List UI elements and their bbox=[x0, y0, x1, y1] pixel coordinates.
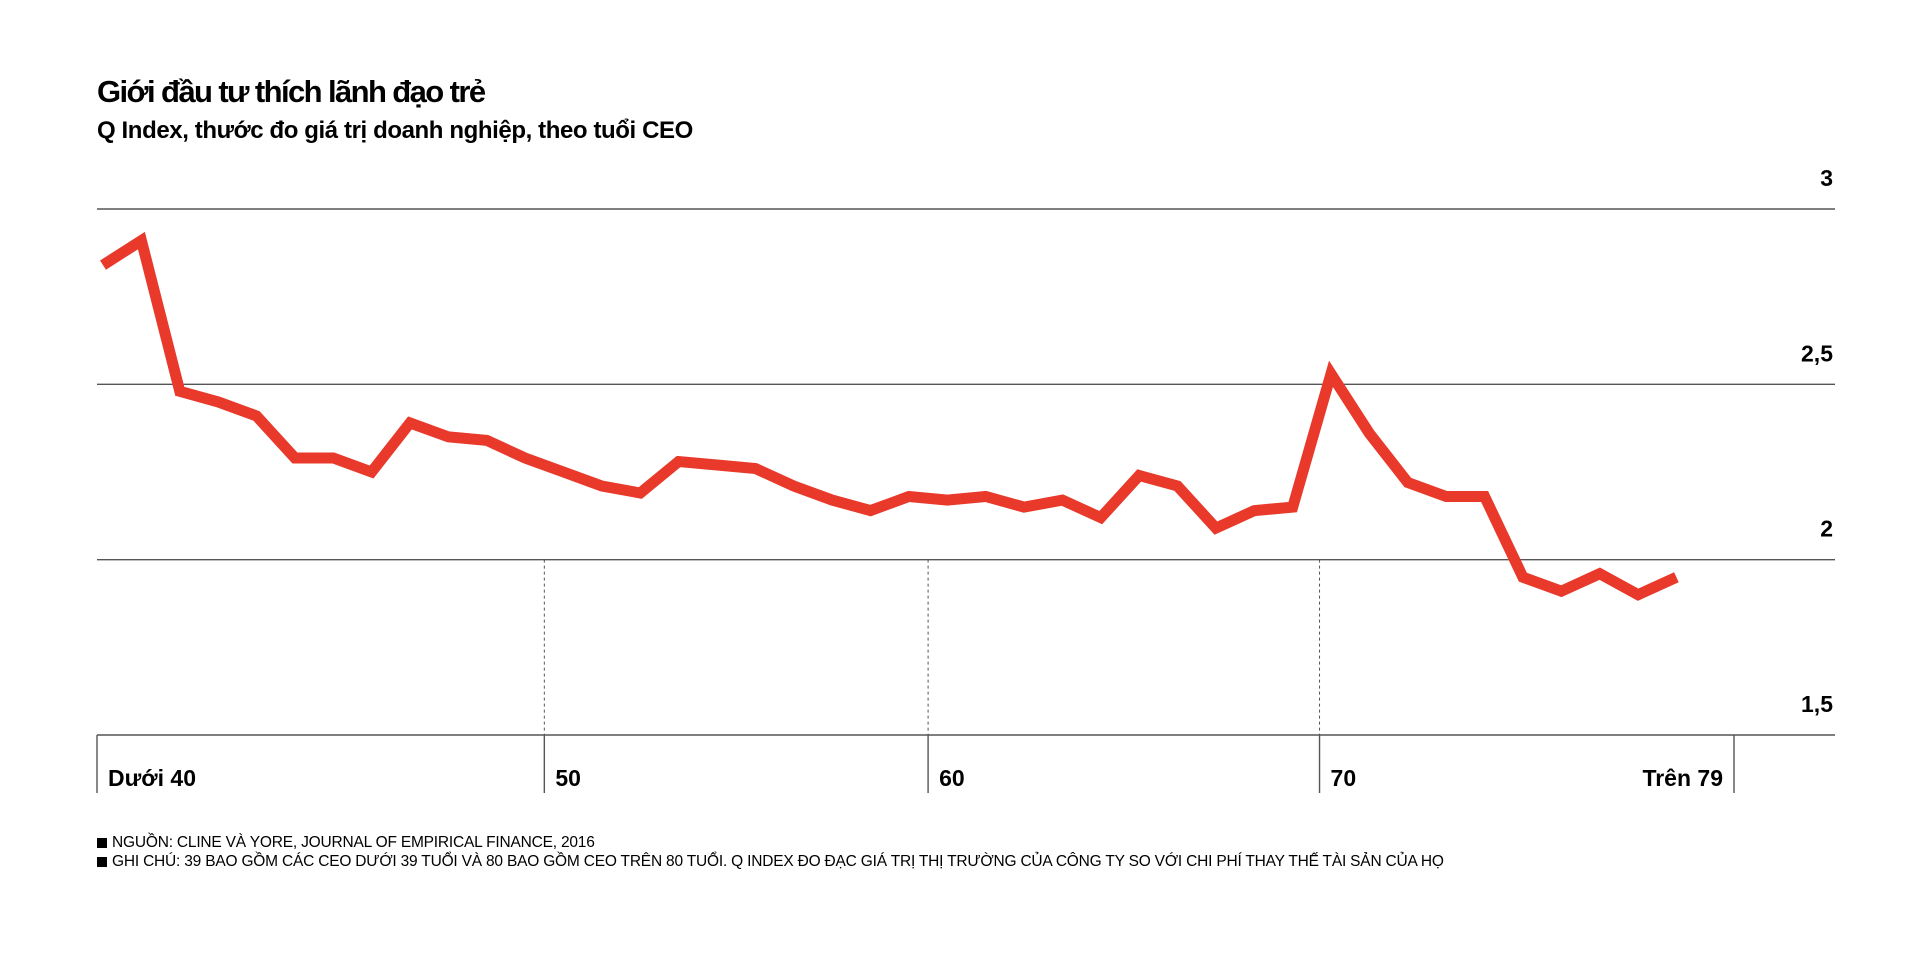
x-tick-label: 60 bbox=[939, 765, 965, 791]
grid-lines bbox=[97, 208, 1835, 736]
source-note: NGUỒN: CLINE VÀ YORE, JOURNAL OF EMPIRIC… bbox=[97, 833, 1444, 852]
x-tick-label: Dưới 40 bbox=[108, 765, 196, 791]
bullet-square-icon bbox=[97, 837, 107, 848]
x-tick-label: Trên 79 bbox=[1642, 765, 1723, 791]
x-tick-label: 70 bbox=[1331, 765, 1357, 791]
y-tick-label: 1,5 bbox=[1801, 691, 1833, 717]
tick-labels: 1,5 2 2,5 3 Dưới 40 50 60 70 Trên 79 bbox=[108, 165, 1833, 791]
bullet-square-icon bbox=[97, 856, 107, 867]
y-tick-label: 3 bbox=[1820, 165, 1833, 191]
chart-notes: NGUỒN: CLINE VÀ YORE, JOURNAL OF EMPIRIC… bbox=[97, 833, 1444, 871]
x-axis bbox=[96, 559, 1735, 793]
source-text: NGUỒN: CLINE VÀ YORE, JOURNAL OF EMPIRIC… bbox=[112, 834, 595, 851]
chart-subtitle: Q Index, thước đo giá trị doanh nghiệp, … bbox=[97, 117, 693, 144]
x-tick-label: 50 bbox=[555, 765, 581, 791]
footnote: GHI CHÚ: 39 BAO GỒM CÁC CEO DƯỚI 39 TUỔI… bbox=[97, 852, 1444, 871]
series-line bbox=[100, 231, 1679, 601]
chart-title: Giới đầu tư thích lãnh đạo trẻ bbox=[97, 74, 486, 109]
series-layer bbox=[100, 231, 1679, 601]
y-tick-label: 2 bbox=[1820, 516, 1833, 542]
y-tick-label: 2,5 bbox=[1801, 340, 1833, 366]
footnote-text: GHI CHÚ: 39 BAO GỒM CÁC CEO DƯỚI 39 TUỔI… bbox=[112, 853, 1444, 870]
